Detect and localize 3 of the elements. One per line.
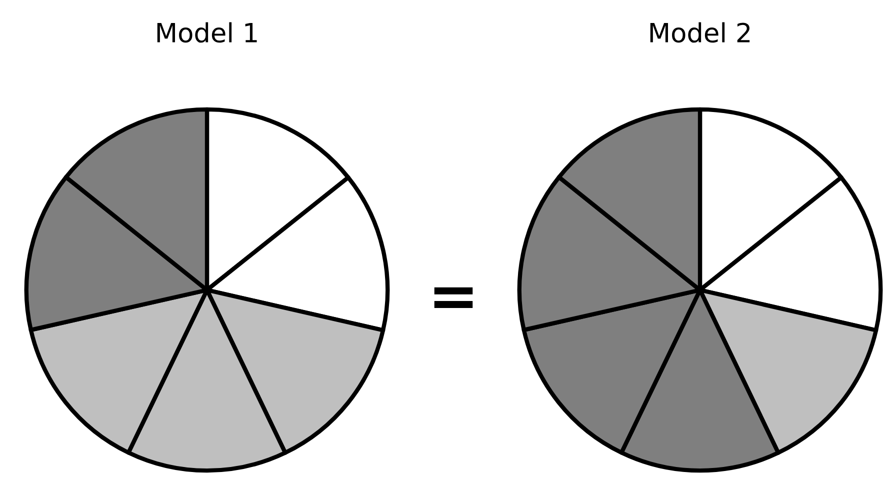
chart-title: Model 2 [650, 22, 750, 43]
chart-title: Model 1 [157, 22, 257, 43]
text: = [434, 287, 473, 308]
